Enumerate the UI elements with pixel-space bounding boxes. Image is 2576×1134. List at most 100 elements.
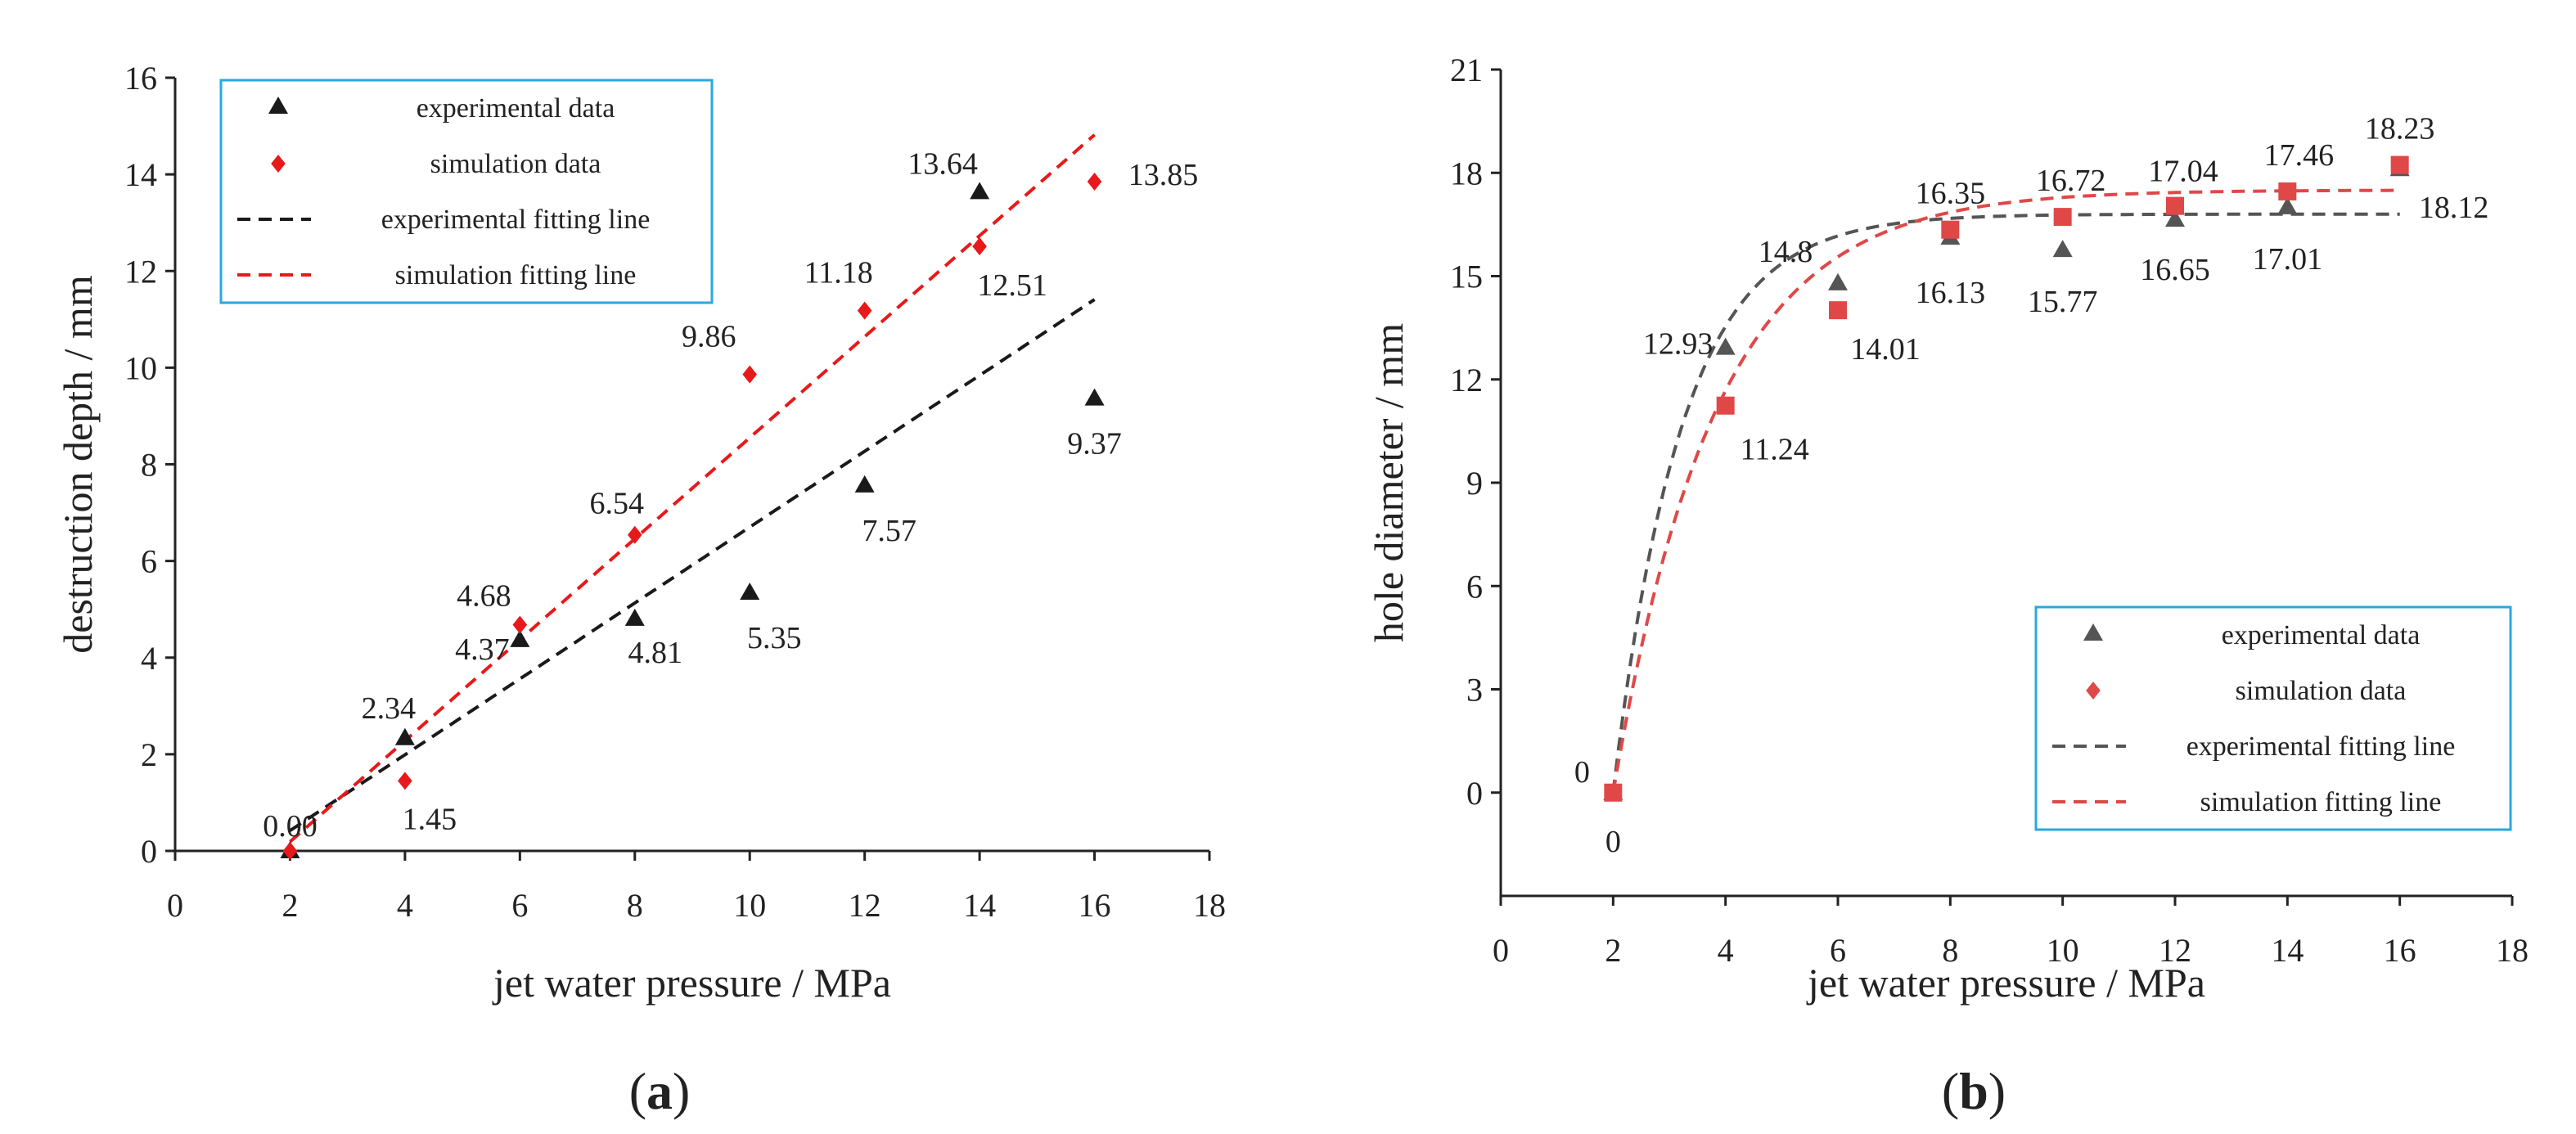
legend-box — [219, 79, 714, 304]
simulation-data-label: 17.46 — [2264, 138, 2335, 173]
experimental-point — [510, 629, 530, 647]
y-axis-label: destruction depth / mm — [55, 275, 101, 654]
y-tick-label: 3 — [1466, 672, 1483, 709]
chart-a: 0 2 4 6 8 10 12 14 16 0 2 4 6 8 10 12 14 16 18 jet water pr… — [55, 60, 1226, 1120]
x-tick-label: 0 — [1493, 932, 1509, 969]
caption-close: ) — [673, 1062, 690, 1120]
experimental-data-label: 4.37 — [455, 632, 510, 667]
y-tick-label: 15 — [1450, 259, 1483, 295]
y-tick-label: 4 — [141, 640, 157, 677]
simulation-point — [1829, 301, 1847, 320]
experimental-point — [624, 608, 645, 626]
caption-open: ( — [629, 1062, 646, 1120]
experimental-data-label: 12.93 — [1643, 327, 1714, 362]
simulation-point — [2278, 182, 2297, 200]
x-axis-label: jet water pressure / MPa — [1806, 960, 2205, 1006]
legend-experimental-marker — [268, 97, 288, 114]
simulation-data-label: 16.35 — [1916, 177, 1986, 211]
experimental-point — [2277, 196, 2298, 214]
simulation-point — [972, 237, 987, 256]
simulation-point — [2390, 155, 2409, 174]
experimental-data-label: 9.37 — [1067, 427, 1122, 461]
simulation-data-label: 11.18 — [804, 256, 873, 290]
y-tick-label: 0 — [1466, 775, 1483, 812]
simulation-point — [1716, 396, 1735, 415]
simulation-point — [627, 525, 642, 544]
legend-entry-label: experimental data — [417, 93, 615, 124]
x-tick-label: 0 — [167, 887, 183, 924]
x-axis-label: jet water pressure / MPa — [492, 960, 891, 1006]
simulation-data-label: 6.54 — [590, 487, 645, 521]
x-tick-label: 18 — [1193, 887, 1226, 924]
simulation-point — [512, 615, 528, 634]
experimental-data-label: 16.65 — [2140, 253, 2210, 287]
figure-caption: (a) — [629, 1062, 691, 1120]
x-tick-label: 6 — [511, 887, 528, 924]
simulation-data-label: 4.68 — [457, 579, 511, 614]
experimental-data-label: 16.13 — [1916, 276, 1986, 310]
experimental-data-label: 7.57 — [862, 514, 916, 548]
simulation-point — [1087, 172, 1102, 191]
experimental-data-label: 14.8 — [1759, 235, 1813, 269]
figure-caption: (b) — [1942, 1062, 2006, 1120]
experimental-point — [1828, 272, 1848, 290]
experimental-point — [1084, 388, 1105, 406]
simulation-point — [1604, 783, 1623, 802]
simulation-point — [2053, 208, 2072, 227]
experimental-fitting-line — [289, 298, 1096, 832]
y-tick-label: 8 — [141, 447, 157, 484]
x-tick-label: 10 — [733, 887, 766, 924]
y-tick-label: 21 — [1450, 52, 1483, 88]
legend-simulation-marker — [2086, 682, 2101, 700]
simulation-data-label: 12.51 — [977, 268, 1047, 303]
simulation-data-label: 1.45 — [403, 802, 457, 836]
simulation-data-label: 11.24 — [1741, 433, 1809, 467]
experimental-point — [1715, 337, 1736, 355]
caption-close: ) — [1988, 1062, 2006, 1120]
legend-entry-label: experimental fitting line — [2186, 731, 2456, 762]
x-tick-label: 8 — [1942, 932, 1958, 969]
simulation-data-label: 9.86 — [682, 320, 736, 354]
experimental-point — [970, 182, 990, 200]
x-tick-label: 14 — [963, 887, 996, 924]
y-tick-label: 9 — [1466, 465, 1483, 502]
experimental-data-label: 17.01 — [2253, 242, 2323, 277]
experimental-point — [2165, 209, 2185, 227]
caption-letter: b — [1959, 1062, 1988, 1120]
x-tick-label: 8 — [627, 887, 643, 924]
x-tick-label: 6 — [1830, 932, 1846, 969]
legend-entry-label: simulation fitting line — [2200, 787, 2442, 817]
caption-letter: a — [646, 1062, 673, 1120]
experimental-point — [394, 727, 415, 745]
simulation-point — [2166, 196, 2184, 215]
experimental-data-label: 13.64 — [907, 146, 978, 181]
y-tick-label: 16 — [124, 60, 157, 97]
experimental-data-label: 15.77 — [2028, 285, 2098, 319]
x-tick-label: 4 — [397, 887, 413, 924]
simulation-data-label: 0 — [1605, 825, 1621, 859]
legend-box — [2034, 605, 2512, 831]
experimental-data-label: 2.34 — [362, 691, 417, 726]
experimental-data-label: 0.00 — [263, 809, 317, 844]
y-axis-label: hole diameter / mm — [1366, 323, 1412, 642]
legend-simulation-marker — [271, 155, 286, 173]
legend-entry-label: simulation data — [430, 149, 601, 179]
y-tick-label: 12 — [124, 253, 157, 290]
simulation-point — [282, 842, 298, 860]
simulation-point — [398, 772, 412, 790]
y-tick-label: 2 — [141, 736, 157, 773]
experimental-data-label: 18.12 — [2419, 191, 2489, 225]
experimental-data-label: 0 — [1574, 755, 1590, 790]
x-tick-label: 10 — [2047, 932, 2079, 969]
x-tick-label: 18 — [2496, 932, 2529, 969]
legend-entry-label: simulation fitting line — [395, 260, 637, 290]
y-tick-label: 0 — [141, 833, 157, 870]
simulation-data-label: 18.23 — [2365, 112, 2435, 146]
experimental-data-label: 4.81 — [628, 636, 683, 670]
legend-entry-label: simulation data — [2236, 676, 2407, 706]
x-tick-label: 4 — [1718, 932, 1734, 969]
y-tick-label: 6 — [1466, 568, 1483, 605]
y-tick-label: 12 — [1450, 362, 1483, 398]
y-tick-label: 6 — [141, 543, 157, 580]
